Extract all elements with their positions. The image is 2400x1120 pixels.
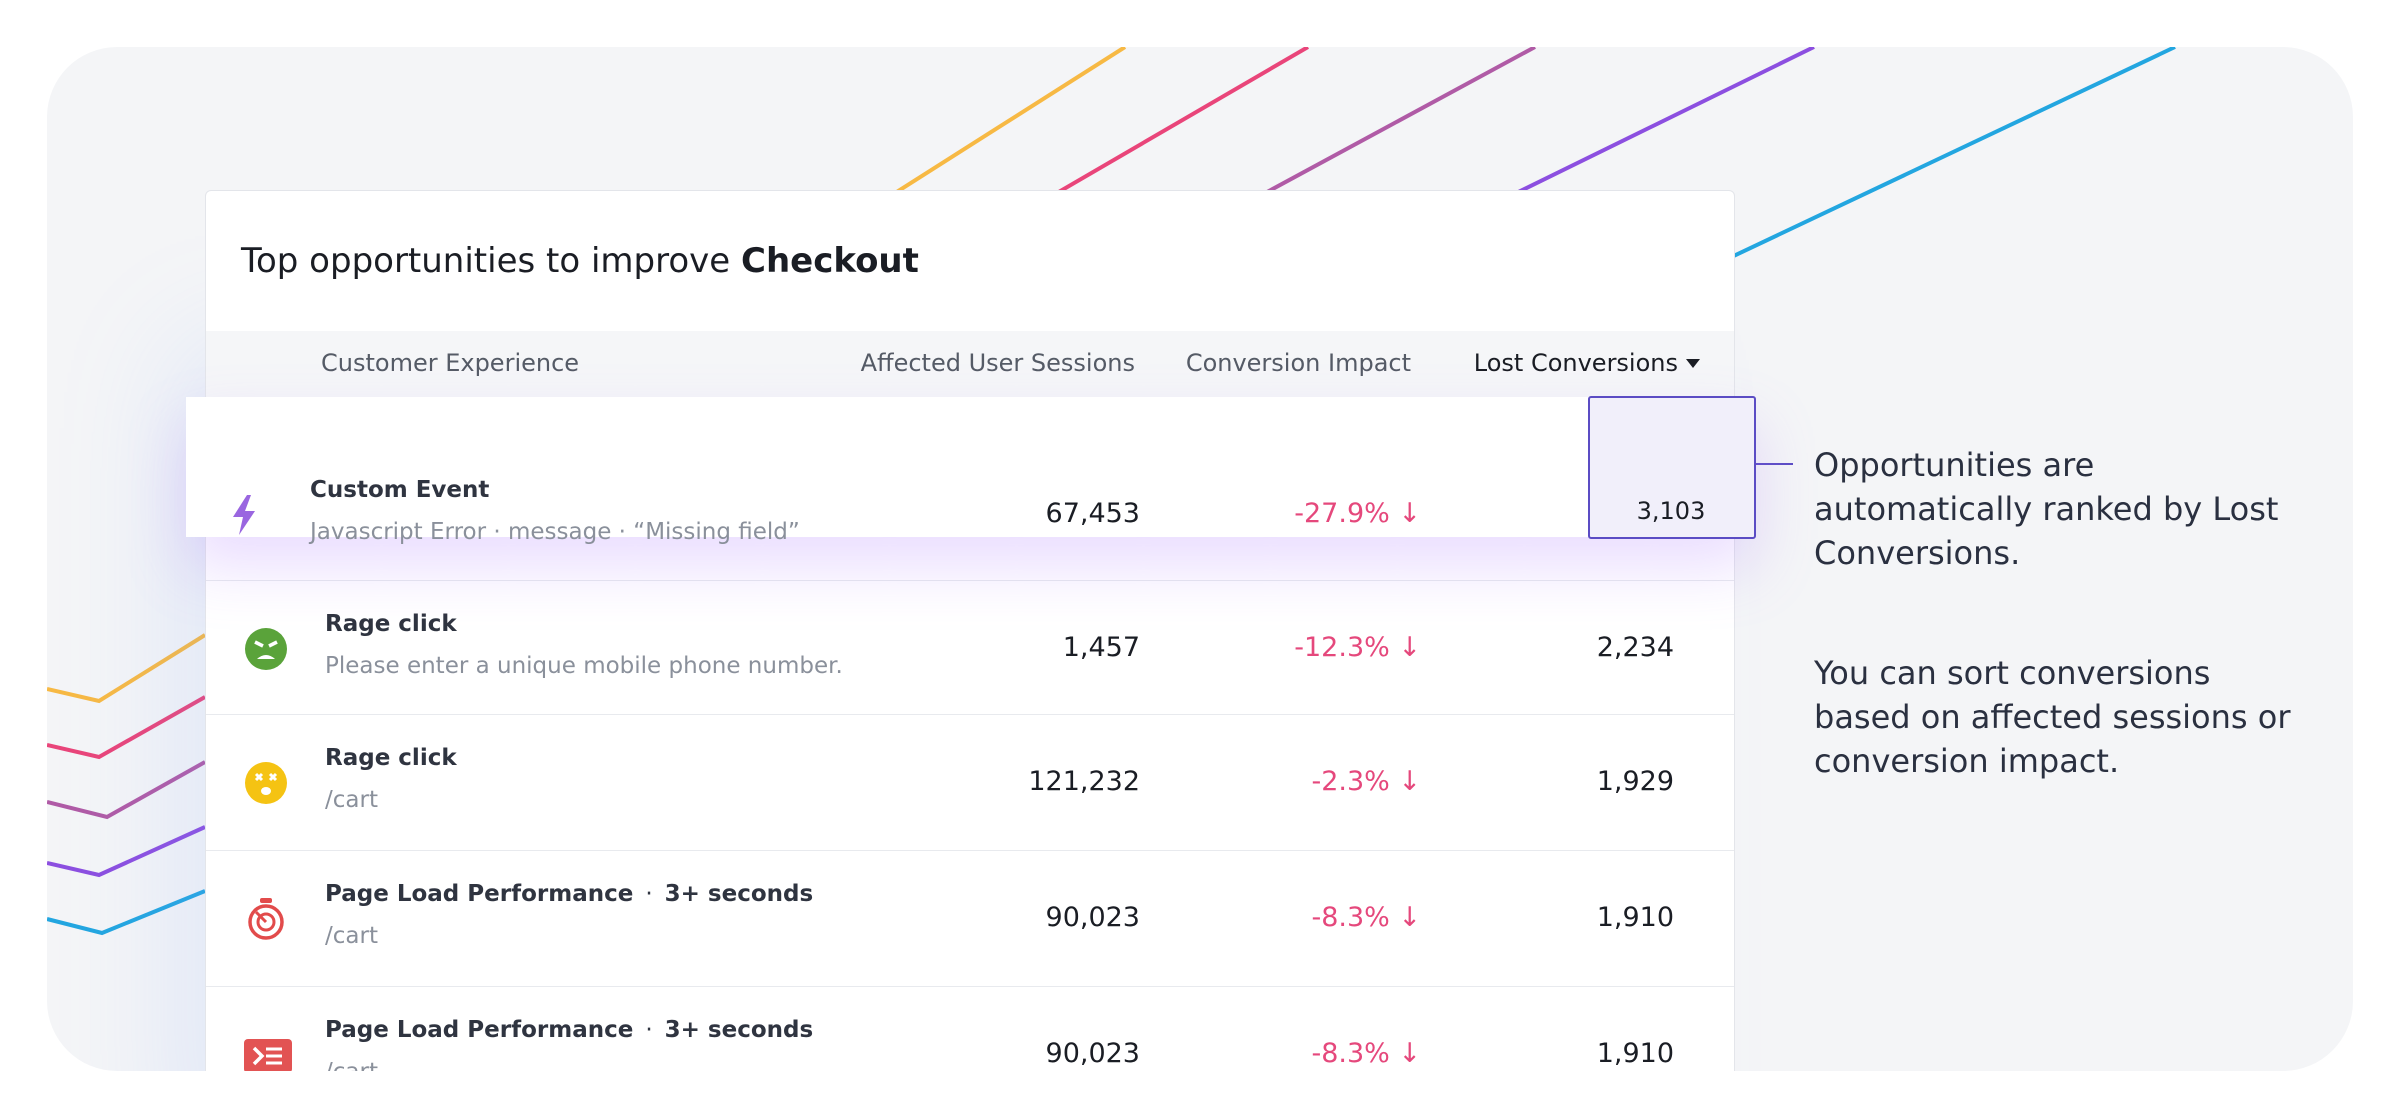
sort-icon <box>1686 359 1700 368</box>
row-subtitle: Please enter a unique mobile phone numbe… <box>325 653 843 679</box>
title-text: Page Load Performance <box>325 1017 634 1043</box>
sessions: 1,457 <box>1062 632 1140 663</box>
line <box>47 889 206 936</box>
row-divider <box>206 714 1734 715</box>
row-icon <box>245 628 287 670</box>
row-title: Rage click <box>325 611 457 637</box>
lost: 3,103 <box>1636 497 1706 525</box>
lost: 2,234 <box>1596 632 1674 663</box>
row-icon <box>245 762 287 804</box>
annotation: You can sort conversions based on affect… <box>1814 654 2291 780</box>
lost: 1,910 <box>1596 1038 1674 1069</box>
column-header[interactable]: Conversion Impact <box>1185 349 1411 377</box>
title-text: Rage click <box>325 611 457 637</box>
row-title: Custom Event <box>310 477 489 503</box>
row-divider <box>206 986 1734 987</box>
card: Top opportunities to improve Checkout Cu… <box>186 190 1756 1071</box>
title-tag: 3+ seconds <box>664 881 814 907</box>
sessions: 90,023 <box>1045 902 1140 933</box>
lost: 1,910 <box>1596 902 1674 933</box>
annotation: Opportunities are automatically ranked b… <box>1814 446 2279 572</box>
line <box>1646 47 2176 299</box>
column-header[interactable]: Lost Conversions <box>1473 349 1678 377</box>
sessions: 90,023 <box>1045 1038 1140 1069</box>
line <box>47 760 206 820</box>
header-band <box>206 331 1734 397</box>
row-subtitle: Javascript Error · message · “Missing fi… <box>310 519 800 545</box>
title-bold: Checkout <box>741 241 919 281</box>
line <box>47 633 207 704</box>
column-header[interactable]: Affected User Sessions <box>860 349 1135 377</box>
separator: · <box>645 881 653 907</box>
title-text: Top opportunities to improve <box>241 241 741 281</box>
title-text: Rage click <box>325 745 457 771</box>
row-title: Rage click <box>325 745 457 771</box>
row-icon <box>248 898 284 940</box>
row-title: Page Load Performance · 3+ seconds <box>325 1017 813 1043</box>
lost: 1,929 <box>1596 766 1674 797</box>
connector <box>1753 463 1793 465</box>
title-text: Custom Event <box>310 477 490 503</box>
impact: -8.3% ↓ <box>1311 902 1421 933</box>
impact: -8.3% ↓ <box>1311 1038 1421 1069</box>
lost-highlight <box>1588 396 1756 539</box>
impact: -12.3% ↓ <box>1294 632 1421 663</box>
highlight-row <box>186 397 1755 537</box>
row-subtitle: /cart <box>325 923 378 949</box>
impact: -27.9% ↓ <box>1294 498 1421 529</box>
card-title: Top opportunities to improve Checkout <box>241 241 919 281</box>
row-divider <box>206 850 1734 851</box>
row-subtitle: /cart <box>325 1059 378 1071</box>
row-subtitle: /cart <box>325 787 378 813</box>
title-tag: 3+ seconds <box>664 1017 814 1043</box>
row-title: Page Load Performance · 3+ seconds <box>325 881 813 907</box>
impact: -2.3% ↓ <box>1311 766 1421 797</box>
line <box>47 825 206 878</box>
row-icon <box>244 1039 292 1071</box>
row-icon <box>233 495 255 535</box>
separator: · <box>645 1017 653 1043</box>
row-divider <box>206 580 1734 581</box>
panel: Top opportunities to improve Checkout Cu… <box>47 47 2353 1071</box>
title-text: Page Load Performance <box>325 881 634 907</box>
sessions: 121,232 <box>1028 766 1140 797</box>
line <box>47 695 206 760</box>
column-header: Customer Experience <box>321 349 580 377</box>
sessions: 67,453 <box>1045 498 1140 529</box>
